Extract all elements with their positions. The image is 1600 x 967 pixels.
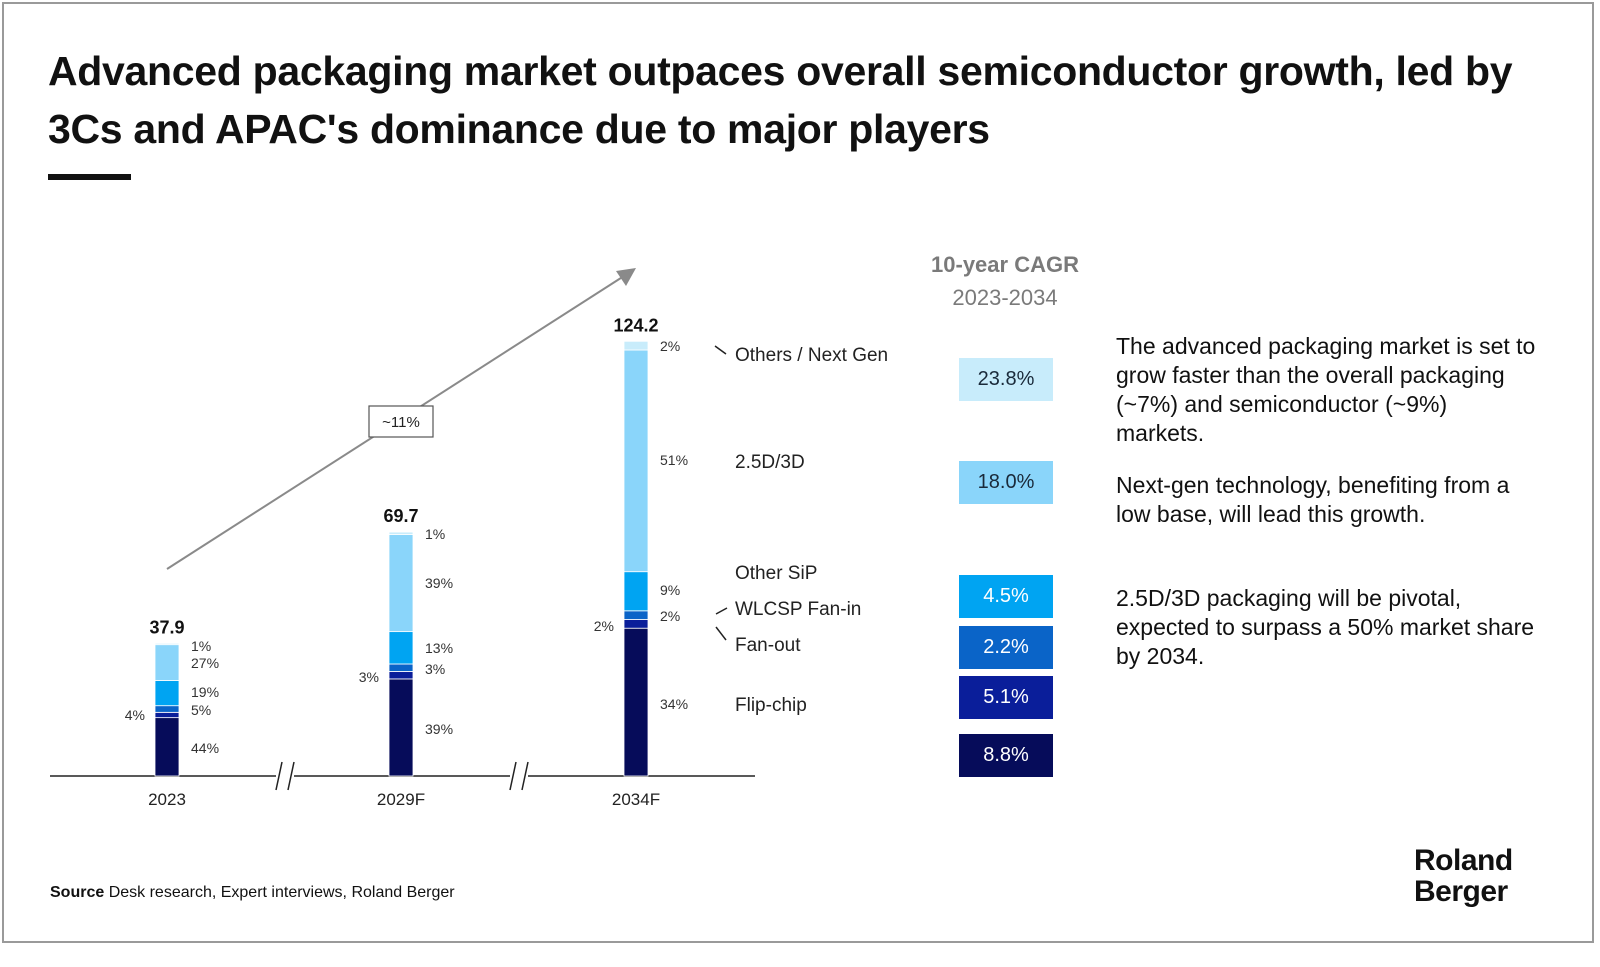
segment-label: 9% [660,582,680,598]
cagr-2-5d-3d: 18.0% [959,461,1053,504]
bar-total-label: 124.2 [613,315,658,335]
bar-segment-flip-chip [623,627,649,777]
series-label: Other SiP [735,563,817,584]
bar-segment-others-next-gen [388,531,414,535]
bar-segment-fan-out [388,671,414,680]
axis-break-gap [276,773,294,779]
segment-label: 34% [660,696,688,712]
cagr-others-next-gen: 23.8% [959,358,1053,401]
bar-segment-others-next-gen [623,340,649,351]
leader-line [715,607,728,615]
bar-segment-wlcsp-fan-in [388,663,414,672]
segment-label: 5% [191,702,211,718]
growth-annotation: ~11% [382,414,420,431]
note-growth: The advanced packaging market is set to … [1116,333,1536,446]
segment-label: 39% [425,575,453,591]
segment-label: 2% [660,608,680,624]
roland-berger-logo: Roland Berger [1414,845,1513,907]
series-label: Flip-chip [735,695,807,716]
axis-break-gap [510,773,528,779]
axis-break-mark [521,761,529,791]
cagr-title: 10-year CAGR [931,252,1079,277]
segment-label: 3% [359,669,379,685]
growth-arrow-head [616,268,636,286]
segment-label: 19% [191,684,219,700]
page-title: Advanced packaging market outpaces overa… [48,48,1513,152]
axis-break-mark [509,761,517,791]
source-note: Source Desk research, Expert interviews,… [50,884,455,902]
logo-line-1: Roland [1414,844,1513,877]
series-label: 2.5D/3D [735,452,805,473]
bar-segment-2-5d-3d [623,349,649,573]
note-2-5d-3d: 2.5D/3D packaging will be pivotal, expec… [1116,585,1535,669]
frame [2,2,1594,943]
segment-label: 13% [425,640,453,656]
bar-total-label: 37.9 [149,617,184,637]
bar-segment-other-sip [623,571,649,612]
segment-label: 51% [660,452,688,468]
cagr-wlcsp-fan-in: 2.2% [959,626,1053,669]
bar-segment-2-5d-3d [388,534,414,633]
segment-label: 2% [594,618,614,634]
bar-segment-wlcsp-fan-in [623,610,649,620]
x-tick-label: 2029F [377,790,425,809]
x-tick-label: 2034F [612,790,660,809]
axis-break-mark [287,761,295,791]
cagr-other-sip: 4.5% [959,575,1053,618]
cagr-fan-out: 5.1% [959,676,1053,719]
note-next-gen: Next-gen technology, benefiting from a l… [1116,472,1510,527]
bar-segment-fan-out [623,619,649,629]
bar-segment-2-5d-3d [154,644,180,681]
leader-line [714,345,727,355]
bar-segment-flip-chip [154,717,180,777]
segment-label: 4% [125,707,145,723]
bar-total-label: 69.7 [383,506,418,526]
series-label: Others / Next Gen [735,345,888,366]
segment-label: 3% [425,661,445,677]
segment-label: 2% [660,338,680,354]
series-label: WLCSP Fan-in [735,599,861,620]
bar-segment-fan-out [154,711,180,719]
cagr-flip-chip: 8.8% [959,734,1053,777]
source-text: Desk research, Expert interviews, Roland… [104,884,455,901]
bar-segment-others-next-gen [154,642,180,646]
segment-label: 27% [191,655,219,671]
segment-label: 1% [191,638,211,654]
title-underline [48,174,131,180]
source-label: Source [50,884,105,901]
cagr-period: 2023-2034 [952,285,1058,310]
segment-label: 39% [425,721,453,737]
segment-label: 1% [425,526,445,542]
series-label: Fan-out [735,635,801,656]
bar-segment-other-sip [388,631,414,665]
leader-line [715,626,727,641]
bar-segment-other-sip [154,680,180,707]
segment-label: 44% [191,740,219,756]
x-tick-label: 2023 [148,790,186,809]
bar-segment-flip-chip [388,678,414,777]
axis-break-mark [275,761,283,791]
logo-line-2: Berger [1414,875,1508,908]
bar-segment-wlcsp-fan-in [154,705,180,713]
growth-annotation-box [368,405,434,438]
